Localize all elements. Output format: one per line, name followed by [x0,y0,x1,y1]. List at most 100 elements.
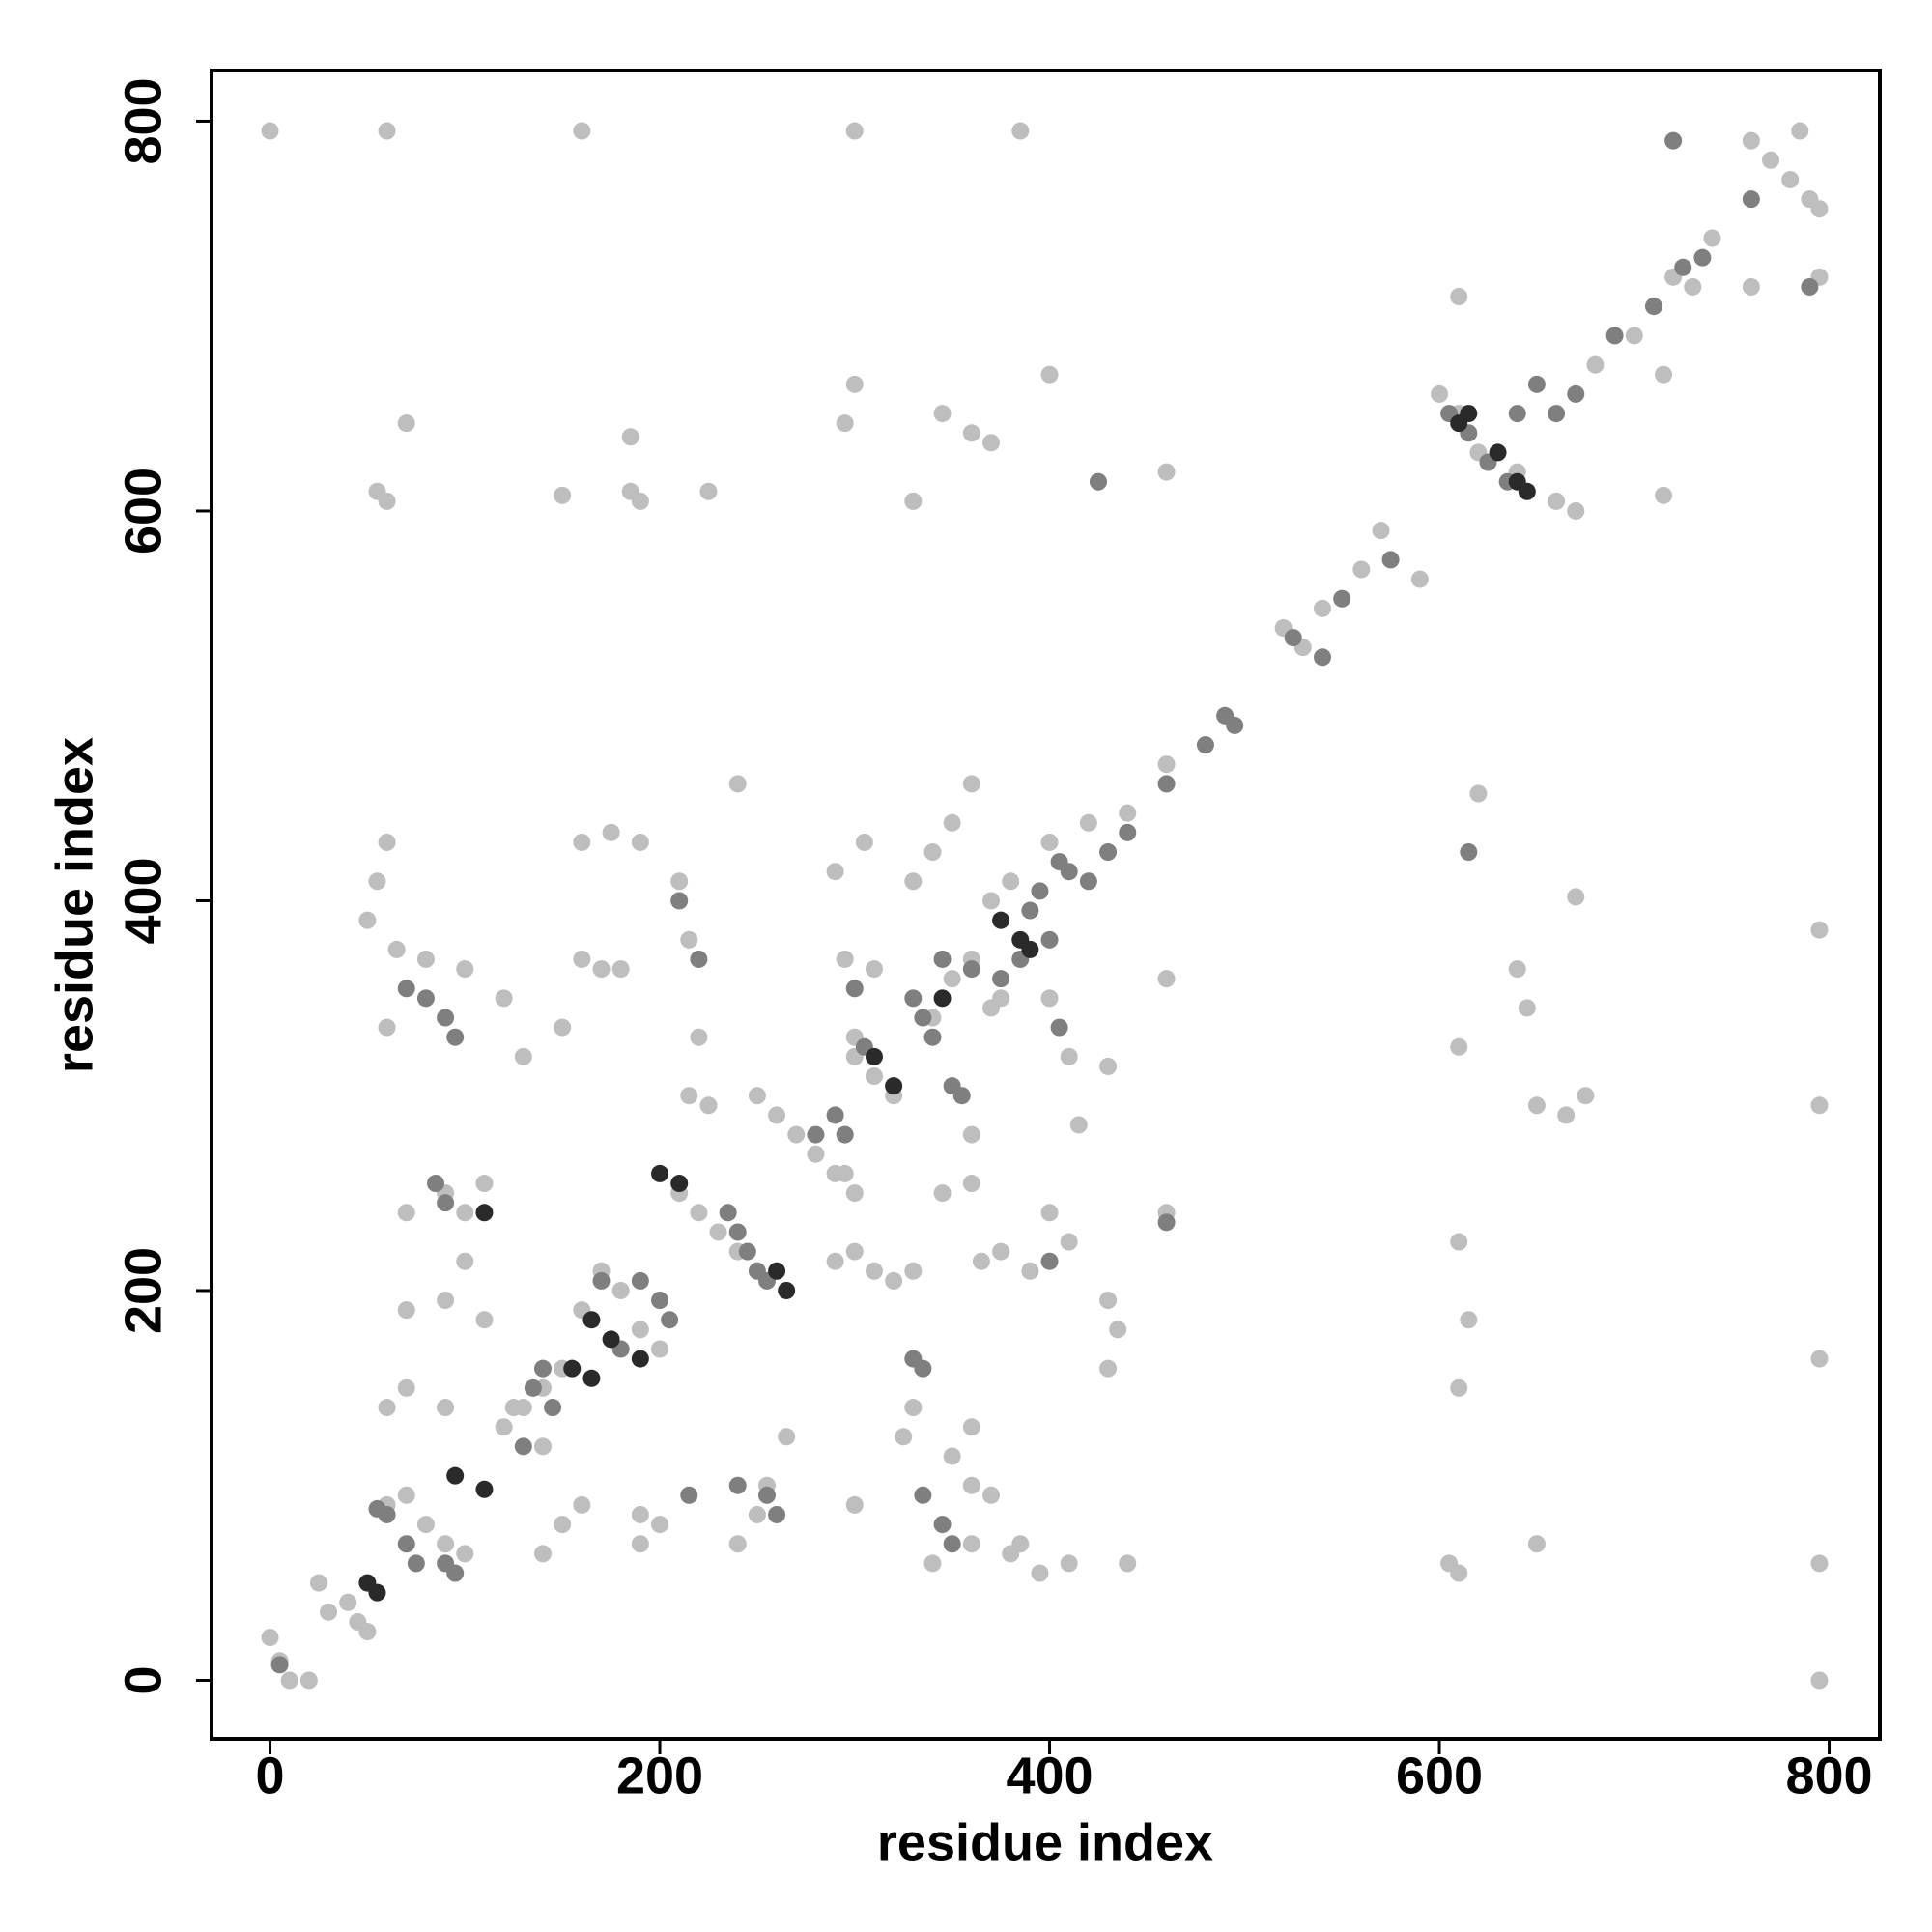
point [904,1399,923,1417]
point [904,492,923,510]
point [845,1495,864,1514]
point [631,1350,649,1368]
point [621,428,639,446]
point [757,1486,776,1504]
point [933,989,952,1008]
point [573,950,591,968]
point [865,960,883,979]
point [1674,258,1692,276]
point [1157,970,1176,988]
point [1040,989,1059,1008]
point [631,1321,649,1339]
point [1762,151,1780,169]
point [437,1194,455,1212]
point [972,1252,990,1270]
point [1450,288,1468,306]
point [1031,882,1049,900]
point [504,1399,523,1417]
point [855,833,873,851]
point [309,1574,327,1592]
point [1810,921,1829,939]
point [1157,463,1176,481]
point [1099,1359,1118,1378]
point [1810,1350,1829,1368]
point [778,1428,796,1446]
point [1431,384,1449,403]
point [320,1603,338,1621]
point [1508,405,1526,423]
point [1810,200,1829,218]
point [768,1106,786,1124]
point [1460,405,1478,423]
point [923,1554,942,1573]
point [1352,560,1371,579]
point [1060,1047,1078,1065]
point [358,911,377,929]
point [378,122,396,140]
point [690,950,708,968]
point [1450,1037,1468,1056]
point [533,1359,552,1378]
point [923,843,942,862]
point [962,1476,980,1494]
point [1605,327,1624,345]
point [1625,327,1643,345]
point [1810,1096,1829,1115]
point [1508,960,1526,979]
x-axis-title: residue index [877,1813,1213,1871]
point [358,1623,377,1641]
point [728,775,747,793]
point [807,1145,825,1163]
point [923,1028,942,1046]
point [1655,486,1673,504]
point [1450,1564,1468,1582]
point [514,1437,532,1456]
point [1040,1252,1059,1270]
point [943,1447,961,1465]
point [826,863,844,881]
point [456,1545,474,1563]
point [826,1106,844,1124]
point [1333,589,1351,608]
point [962,424,980,442]
point [495,989,513,1008]
point [836,950,854,968]
point [1518,482,1536,500]
point [1810,1671,1829,1690]
x-tick-label: 200 [616,1747,703,1804]
point [845,1184,864,1203]
point [1109,1321,1127,1339]
point [1460,1311,1478,1329]
point [631,1535,649,1553]
point [397,414,415,433]
point [582,1311,601,1329]
point [1664,131,1683,150]
point [456,1204,474,1222]
x-tick-label: 0 [256,1747,285,1804]
point [437,1399,455,1417]
point [592,960,611,979]
point [1548,405,1566,423]
point [651,1516,669,1534]
point [845,375,864,393]
y-tick-label: 200 [114,1247,172,1334]
point [680,1087,698,1105]
point [728,1476,747,1494]
point [904,872,923,891]
point [554,1516,572,1534]
point [1050,1018,1068,1037]
point [845,122,864,140]
point [397,1378,415,1397]
point [778,1281,796,1299]
point [573,833,591,851]
point [378,1505,396,1523]
point [475,1480,494,1498]
point [1284,629,1302,647]
point [1099,1292,1118,1310]
point [1586,355,1605,374]
x-tick-label: 400 [1006,1747,1093,1804]
point [1527,1535,1546,1553]
point [1226,716,1244,734]
y-tick-label: 600 [114,468,172,554]
point [1089,472,1107,491]
